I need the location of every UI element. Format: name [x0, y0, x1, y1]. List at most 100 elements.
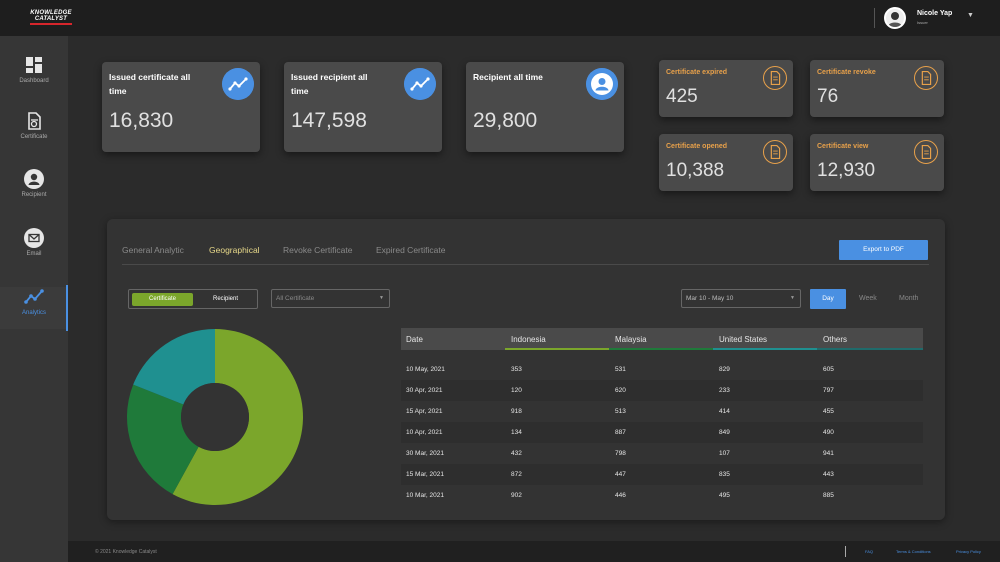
sidebar-item-recipient[interactable]: Recipient — [0, 169, 68, 211]
stat-title: Certificate opened — [666, 143, 728, 150]
document-icon — [914, 66, 938, 90]
cell-malaysia: 531 — [615, 366, 626, 373]
stat-value: 76 — [817, 86, 839, 107]
date-range-select[interactable]: Mar 10 - May 10 ▼ — [681, 289, 801, 308]
col-malaysia-underline — [609, 348, 713, 350]
sidebar-item-email[interactable]: Email — [0, 228, 68, 270]
stat-title-line2: time — [109, 86, 127, 96]
sidebar-item-label: Analytics — [21, 310, 46, 316]
sidebar-item-certificate[interactable]: Certificate — [0, 111, 68, 153]
cell-others: 490 — [823, 429, 834, 436]
range-week-button[interactable]: Week — [859, 295, 877, 302]
sidebar: Dashboard Certificate Recipient Email — [0, 36, 68, 562]
col-malaysia: Malaysia — [615, 335, 647, 344]
cell-malaysia: 513 — [615, 408, 626, 415]
stat-title: Certificate view — [817, 143, 869, 150]
avatar[interactable] — [884, 7, 906, 29]
toggle-recipient[interactable]: Recipient — [212, 296, 238, 302]
stat-card-certificate-expired: Certificate expired 425 — [659, 60, 793, 117]
user-menu-caret[interactable]: ▼ — [967, 12, 974, 19]
col-date: Date — [406, 335, 423, 344]
table-row: 30 Apr, 2021 120 620 233 797 — [401, 380, 923, 401]
cell-united-states: 835 — [719, 471, 730, 478]
cell-indonesia: 353 — [511, 366, 522, 373]
chevron-down-icon: ▼ — [790, 295, 795, 301]
stat-title-line1: Issued recipient all — [291, 72, 368, 82]
tab-general-analytic[interactable]: General Analytic — [122, 245, 184, 255]
cell-united-states: 829 — [719, 366, 730, 373]
cell-others: 605 — [823, 366, 834, 373]
stat-value: 10,388 — [666, 160, 725, 181]
sidebar-item-label: Recipient — [21, 192, 47, 198]
col-united-states-underline — [713, 348, 817, 350]
cell-united-states: 233 — [719, 387, 730, 394]
certificate-filter-select[interactable]: All Certificate ▼ — [271, 289, 390, 308]
range-month-button[interactable]: Month — [899, 295, 919, 302]
stat-card-certificate-opened: Certificate opened 10,388 — [659, 134, 793, 191]
cell-indonesia: 120 — [511, 387, 522, 394]
top-bar: KNOWLEDGE CATALYST Nicole Yap Issuer ▼ — [0, 0, 1000, 36]
table-row: 10 Apr, 2021 134 887 849 490 — [401, 422, 923, 443]
tab-expired-certificate[interactable]: Expired Certificate — [376, 245, 446, 255]
certificate-recipient-toggle: Certificate Recipient — [128, 289, 258, 309]
footer-divider — [845, 546, 846, 557]
cell-date: 10 May, 2021 — [406, 366, 445, 373]
cell-indonesia: 902 — [511, 492, 522, 499]
cell-date: 10 Apr, 2021 — [406, 429, 443, 436]
footer: © 2021 Knowledge Catalyst FAQ Terms & Co… — [68, 541, 1000, 562]
cell-indonesia: 432 — [511, 450, 522, 457]
cell-malaysia: 447 — [615, 471, 626, 478]
user-role: Issuer — [917, 20, 928, 25]
stat-title: Issued certificate all time — [109, 70, 190, 98]
sidebar-item-label: Certificate — [20, 134, 48, 140]
cell-others: 443 — [823, 471, 834, 478]
dashboard-icon — [26, 57, 42, 73]
analytics-panel: General Analytic Geographical Revoke Cer… — [107, 219, 945, 520]
sidebar-item-label: Dashboard — [19, 78, 49, 84]
stat-title-line1: Issued certificate all — [109, 72, 191, 82]
toggle-certificate[interactable]: Certificate — [132, 293, 193, 306]
cell-malaysia: 620 — [615, 387, 626, 394]
cell-united-states: 414 — [719, 408, 730, 415]
stat-title: Certificate revoke — [817, 69, 876, 76]
stat-value: 425 — [666, 86, 698, 107]
cell-indonesia: 918 — [511, 408, 522, 415]
sidebar-item-dashboard[interactable]: Dashboard — [0, 55, 68, 97]
sidebar-item-analytics[interactable]: Analytics — [0, 285, 68, 331]
cell-others: 455 — [823, 408, 834, 415]
table-row: 15 Mar, 2021 872 447 835 443 — [401, 464, 923, 485]
donut-segment — [127, 384, 199, 495]
stat-card-issued-certificate: Issued certificate all time 16,830 — [102, 62, 260, 152]
col-indonesia-underline — [505, 348, 609, 350]
cell-malaysia: 446 — [615, 492, 626, 499]
export-pdf-button[interactable]: Export to PDF — [839, 240, 928, 260]
cell-malaysia: 798 — [615, 450, 626, 457]
tab-divider — [122, 264, 929, 265]
col-others-underline — [817, 348, 923, 350]
cell-others: 885 — [823, 492, 834, 499]
col-others: Others — [823, 335, 848, 344]
cell-others: 797 — [823, 387, 834, 394]
footer-link-faq[interactable]: FAQ — [865, 549, 874, 554]
donut-chart — [127, 329, 303, 505]
tab-revoke-certificate[interactable]: Revoke Certificate — [283, 245, 353, 255]
cell-date: 10 Mar, 2021 — [406, 492, 444, 499]
certificate-filter-value: All Certificate — [276, 295, 315, 302]
logo[interactable]: KNOWLEDGE CATALYST — [30, 10, 72, 25]
table-row: 10 Mar, 2021 902 446 495 885 — [401, 485, 923, 506]
certificate-icon — [28, 112, 41, 130]
cell-united-states: 495 — [719, 492, 730, 499]
user-icon — [24, 169, 44, 189]
stat-value: 147,598 — [291, 109, 367, 132]
donut-segment — [133, 329, 215, 405]
footer-link-privacy[interactable]: Privacy Policy — [956, 549, 981, 554]
table-row: 30 Mar, 2021 432 798 107 941 — [401, 443, 923, 464]
tab-geographical[interactable]: Geographical — [209, 245, 260, 255]
cell-others: 941 — [823, 450, 834, 457]
donut-hole — [181, 383, 249, 451]
stat-card-certificate-revoke: Certificate revoke 76 — [810, 60, 944, 117]
user-name[interactable]: Nicole Yap — [917, 10, 953, 17]
sidebar-item-label: Email — [26, 251, 42, 257]
range-day-button[interactable]: Day — [810, 289, 846, 309]
footer-link-terms[interactable]: Terms & Conditions — [896, 549, 931, 554]
